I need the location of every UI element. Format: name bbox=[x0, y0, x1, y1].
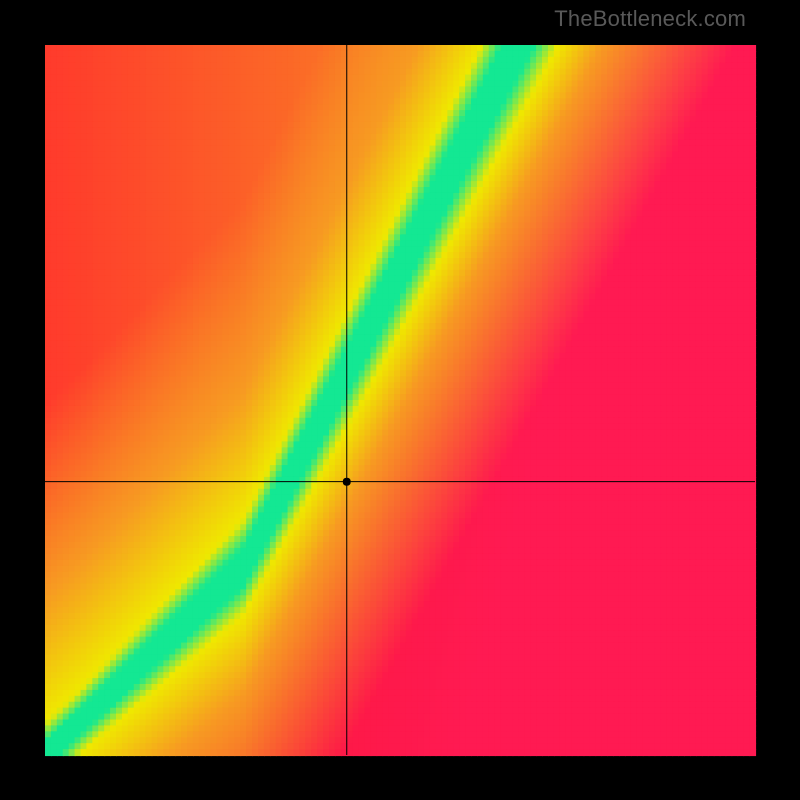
heatmap-canvas bbox=[0, 0, 800, 800]
watermark-text: TheBottleneck.com bbox=[554, 6, 746, 32]
chart-frame: TheBottleneck.com bbox=[0, 0, 800, 800]
